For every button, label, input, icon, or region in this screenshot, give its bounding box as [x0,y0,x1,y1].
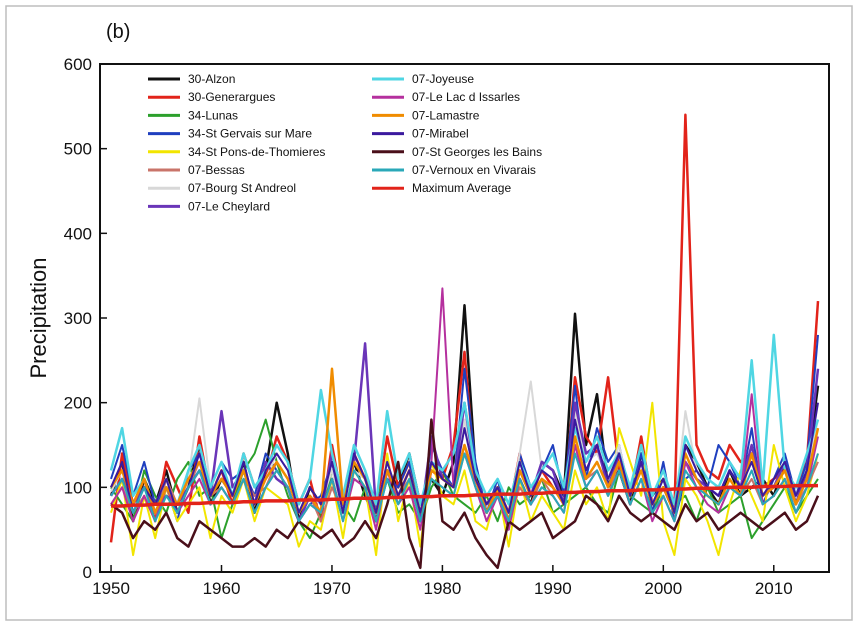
legend-item-07-bourg-st-andreol: 07-Bourg St Andreol [148,181,296,195]
legend-item-34-st-pons-de-thomieres: 34-St Pons-de-Thomieres [148,145,325,159]
series-line-30-generargues [109,113,820,543]
y-tick-label: 0 [83,563,92,582]
legend-label: 07-Joyeuse [412,72,474,86]
x-tick-label: 1950 [92,579,130,598]
series-line-07-st-georges-les-bains [110,418,820,570]
legend-item-07-le-lac-d-issarles: 07-Le Lac d Issarles [372,90,520,104]
legend-label: 34-Lunas [188,108,238,122]
legend-label: 07-Le Lac d Issarles [412,90,520,104]
y-tick-label: 300 [64,309,92,328]
x-tick-label: 2000 [644,579,682,598]
legend-item-30-generargues: 30-Generargues [148,90,275,104]
y-tick-label: 500 [64,140,92,159]
legend-item-34-lunas: 34-Lunas [148,108,238,122]
legend-item-07-mirabel: 07-Mirabel [372,127,469,141]
x-tick-label: 1980 [423,579,461,598]
y-tick-label: 600 [64,55,92,74]
legend-label: 07-Lamastre [412,108,480,122]
legend-label: 34-St Gervais sur Mare [188,127,312,141]
legend-label: 07-Vernoux en Vivarais [412,163,536,177]
legend-label: Maximum Average [412,181,511,195]
plot-area [109,113,820,570]
x-tick-label: 1990 [534,579,572,598]
legend-label: 07-St Georges les Bains [412,145,542,159]
legend-item-30-alzon: 30-Alzon [148,72,235,86]
figure-frame [5,5,853,621]
x-tick-label: 2010 [755,579,793,598]
series-line-07-lamastre [109,367,820,523]
legend-item-07-le-cheylard: 07-Le Cheylard [148,199,270,213]
y-axis: 0 100 200 300 400 500 600 [64,55,107,582]
y-tick-label: 100 [64,478,92,497]
y-tick-label: 400 [64,224,92,243]
legend-label: 07-Bourg St Andreol [188,181,296,195]
series-line-34-st-pons-de-thomieres [110,401,819,557]
legend-label: 07-Bessas [188,163,245,177]
legend-item-07-joyeuse: 07-Joyeuse [372,72,474,86]
y-axis-title: Precipitation [26,257,51,378]
series-line-07-mirabel [110,402,819,514]
legend-label: 30-Alzon [188,72,235,86]
legend: 30-Alzon 30-Generargues 34-Lunas 34-St Gerv… [148,72,542,213]
legend-item-34-st-gervais-sur-mare: 34-St Gervais sur Mare [148,127,312,141]
legend-item-07-lamastre: 07-Lamastre [372,108,480,122]
legend-item-07-bessas: 07-Bessas [148,163,245,177]
legend-label: 07-Le Cheylard [188,199,270,213]
x-tick-label: 1970 [313,579,351,598]
x-axis: 1950 1960 1970 1980 1990 2000 2010 [92,565,793,598]
series-line-34-lunas [110,418,819,540]
legend-label: 34-St Pons-de-Thomieres [188,145,325,159]
legend-item-07-st-georges-les-bains: 07-St Georges les Bains [372,145,542,159]
panel-label: (b) [106,21,130,43]
series-line-07-joyeuse [109,333,820,514]
x-tick-label: 1960 [203,579,241,598]
legend-item-maximum-average: Maximum Average [372,181,511,195]
series-line-07-vernoux-en-vivarais [110,452,819,523]
y-tick-label: 200 [64,394,92,413]
legend-label: 07-Mirabel [412,127,469,141]
series-line-maximum-average [111,483,818,508]
legend-item-07-vernoux-en-vivarais: 07-Vernoux en Vivarais [372,163,536,177]
legend-label: 30-Generargues [188,90,275,104]
